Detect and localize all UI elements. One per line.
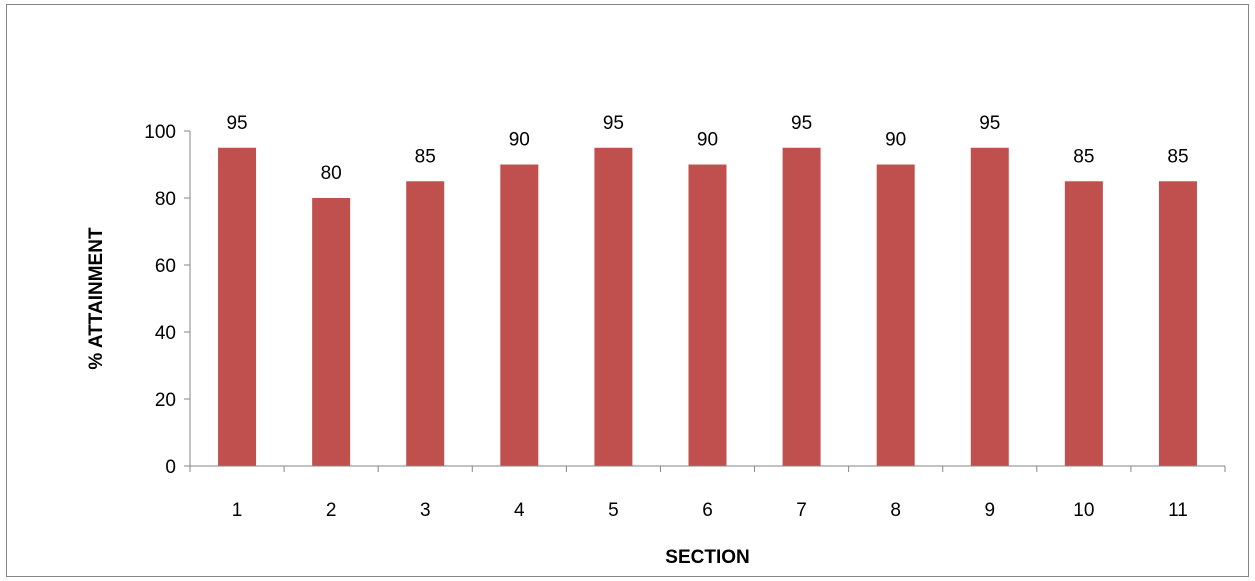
data-label: 95 xyxy=(226,113,247,134)
bar xyxy=(218,147,257,466)
x-tick-label: 9 xyxy=(984,500,995,521)
data-label: 90 xyxy=(885,130,906,151)
bar xyxy=(1064,181,1103,466)
x-axis-ticks: 1 2 3 4 5 6 7 8 9 10 11 xyxy=(189,466,1226,521)
y-tick-label: 60 xyxy=(155,256,176,277)
data-labels: 95 80 85 90 95 90 95 90 95 85 85 xyxy=(226,113,1188,184)
data-label: 85 xyxy=(415,146,436,167)
x-tick-label: 8 xyxy=(890,500,901,521)
x-tick-label: 4 xyxy=(514,500,525,521)
x-tick-label: 2 xyxy=(326,500,337,521)
x-tick-label: 10 xyxy=(1073,500,1094,521)
y-tick-label: 40 xyxy=(155,323,176,344)
data-label: 90 xyxy=(509,130,530,151)
x-tick-label: 3 xyxy=(420,500,431,521)
y-tick-label: 0 xyxy=(165,457,176,478)
x-tick-label: 11 xyxy=(1168,500,1188,521)
data-label: 80 xyxy=(321,163,342,184)
bar xyxy=(500,164,539,466)
data-label: 95 xyxy=(791,113,812,134)
bar xyxy=(594,147,633,466)
x-tick-label: 6 xyxy=(702,500,713,521)
y-axis-ticks: 0 20 40 60 80 100 xyxy=(144,122,190,478)
bar xyxy=(406,181,445,466)
bar xyxy=(876,164,915,466)
data-label: 85 xyxy=(1073,146,1094,167)
data-label: 90 xyxy=(697,130,718,151)
bar xyxy=(1158,181,1197,466)
y-axis-title: % ATTAINMENT xyxy=(86,227,107,370)
x-tick-label: 1 xyxy=(232,500,243,521)
data-label: 95 xyxy=(979,113,1000,134)
y-tick-label: 20 xyxy=(155,390,176,411)
bar xyxy=(782,147,821,466)
x-tick-label: 7 xyxy=(796,500,807,521)
bar xyxy=(312,198,351,466)
bars xyxy=(218,147,1197,466)
bar xyxy=(688,164,727,466)
data-label: 85 xyxy=(1167,146,1188,167)
y-tick-label: 100 xyxy=(144,122,176,143)
data-label: 95 xyxy=(603,113,624,134)
x-axis-title: SECTION xyxy=(665,547,749,568)
bar xyxy=(970,147,1009,466)
y-tick-label: 80 xyxy=(155,189,176,210)
x-tick-label: 5 xyxy=(608,500,619,521)
